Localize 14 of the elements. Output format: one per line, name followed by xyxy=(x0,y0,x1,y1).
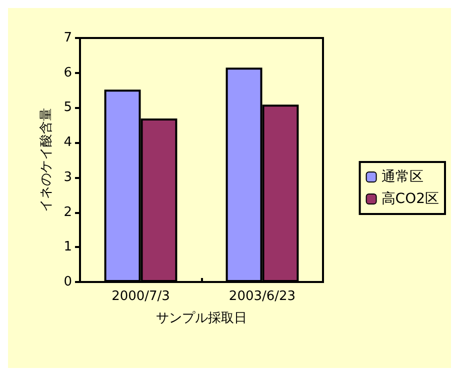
legend-label: 通常区 xyxy=(381,169,424,185)
y-tick-label: 4 xyxy=(64,135,72,150)
y-axis-title: イネのケイ酸含量 xyxy=(38,108,54,212)
y-tick-label: 2 xyxy=(64,204,72,220)
y-tick-label: 6 xyxy=(64,65,72,80)
legend-label: 高CO2区 xyxy=(381,191,439,207)
y-tick-label: 3 xyxy=(64,170,72,185)
x-axis-title: サンプル採取日 xyxy=(156,311,247,326)
x-tick-label: 2003/6/23 xyxy=(228,289,296,304)
y-tick-label: 5 xyxy=(64,100,72,116)
y-tick-label: 7 xyxy=(64,30,72,46)
y-tick-label: 1 xyxy=(64,240,72,255)
x-tick-label: 2000/7/3 xyxy=(112,289,170,304)
y-tick-label: 0 xyxy=(64,274,72,290)
